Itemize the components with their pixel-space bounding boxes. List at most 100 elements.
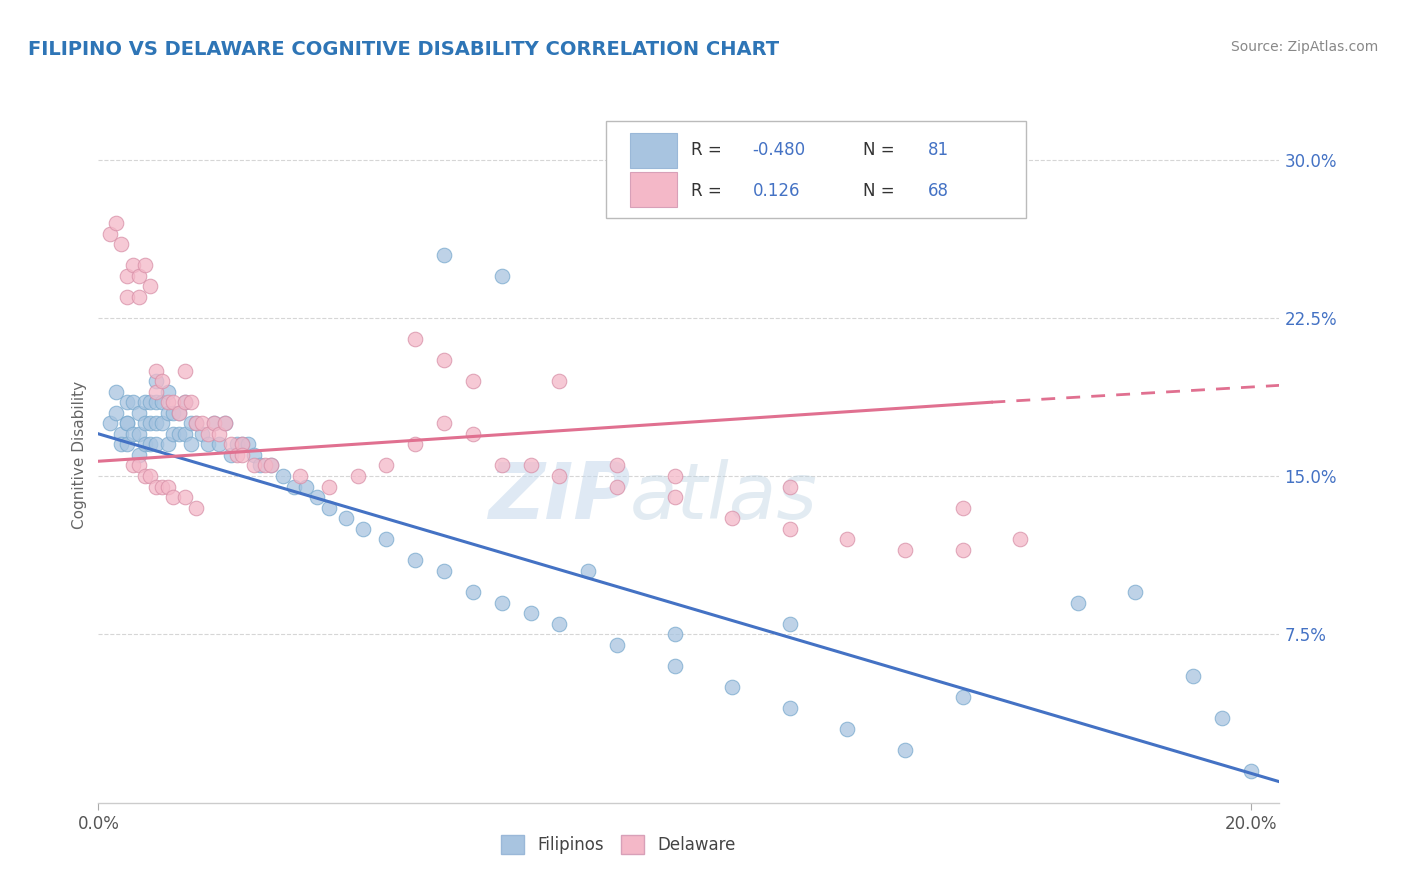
Point — [156, 395, 179, 409]
Point — [894, 542, 917, 557]
Point — [1211, 711, 1233, 725]
Point — [145, 384, 167, 399]
Point — [548, 616, 571, 631]
Point — [335, 511, 357, 525]
Point — [295, 479, 318, 493]
Point — [243, 458, 266, 473]
Point — [461, 585, 484, 599]
Point — [167, 426, 190, 441]
Point — [173, 363, 195, 377]
Point — [128, 406, 150, 420]
Point — [606, 458, 628, 473]
Point — [134, 437, 156, 451]
Point — [491, 268, 513, 283]
Point — [150, 374, 173, 388]
Text: N =: N = — [862, 182, 894, 200]
Point — [115, 268, 138, 283]
Point — [208, 437, 231, 451]
Point — [128, 268, 150, 283]
Point — [134, 417, 156, 431]
Point — [110, 237, 132, 252]
Text: N =: N = — [862, 141, 894, 159]
Point — [115, 417, 138, 431]
Text: 0.126: 0.126 — [752, 182, 800, 200]
Point — [208, 426, 231, 441]
Point — [122, 258, 145, 272]
Text: ZIP: ZIP — [488, 458, 630, 534]
Point — [150, 417, 173, 431]
Point — [231, 437, 253, 451]
Point — [606, 479, 628, 493]
Point — [156, 384, 179, 399]
Point — [283, 479, 305, 493]
Point — [197, 437, 219, 451]
Point — [186, 500, 208, 515]
Text: R =: R = — [692, 182, 723, 200]
Point — [115, 395, 138, 409]
Point — [894, 743, 917, 757]
Point — [952, 690, 974, 705]
Point — [225, 437, 247, 451]
Point — [461, 374, 484, 388]
Legend: Filipinos, Delaware: Filipinos, Delaware — [494, 828, 742, 861]
Point — [139, 279, 162, 293]
Point — [156, 437, 179, 451]
Point — [352, 522, 374, 536]
Point — [115, 417, 138, 431]
Point — [134, 258, 156, 272]
Point — [288, 469, 311, 483]
Point — [191, 426, 214, 441]
Point — [260, 458, 283, 473]
Point — [156, 406, 179, 420]
Point — [202, 417, 225, 431]
Point — [576, 564, 599, 578]
Point — [122, 395, 145, 409]
Point — [952, 542, 974, 557]
Point — [110, 437, 132, 451]
Point — [952, 500, 974, 515]
Point — [219, 437, 242, 451]
Point — [110, 426, 132, 441]
Point — [433, 564, 456, 578]
Point — [162, 426, 184, 441]
Point — [145, 395, 167, 409]
Point — [162, 406, 184, 420]
Point — [249, 458, 271, 473]
Point — [238, 437, 260, 451]
Point — [271, 469, 294, 483]
Point — [173, 395, 195, 409]
Point — [779, 479, 801, 493]
Y-axis label: Cognitive Disability: Cognitive Disability — [72, 381, 87, 529]
Point — [231, 437, 253, 451]
Point — [519, 606, 541, 620]
Point — [180, 437, 202, 451]
FancyBboxPatch shape — [630, 172, 678, 207]
Point — [254, 458, 277, 473]
Point — [664, 490, 686, 504]
Point — [191, 417, 214, 431]
Point — [433, 417, 456, 431]
Point — [1240, 764, 1263, 779]
Point — [606, 638, 628, 652]
Point — [491, 458, 513, 473]
Text: -0.480: -0.480 — [752, 141, 806, 159]
Point — [243, 448, 266, 462]
FancyBboxPatch shape — [630, 133, 678, 168]
Point — [104, 216, 127, 230]
Point — [461, 426, 484, 441]
Point — [231, 448, 253, 462]
Point — [173, 395, 195, 409]
Point — [186, 417, 208, 431]
Point — [1010, 533, 1032, 547]
Point — [664, 627, 686, 641]
Point — [122, 458, 145, 473]
Point — [779, 522, 801, 536]
Point — [173, 426, 195, 441]
Point — [162, 490, 184, 504]
Point — [156, 479, 179, 493]
Point — [145, 363, 167, 377]
Point — [433, 247, 456, 261]
Point — [404, 553, 426, 567]
Point — [721, 680, 744, 694]
Point — [104, 384, 127, 399]
